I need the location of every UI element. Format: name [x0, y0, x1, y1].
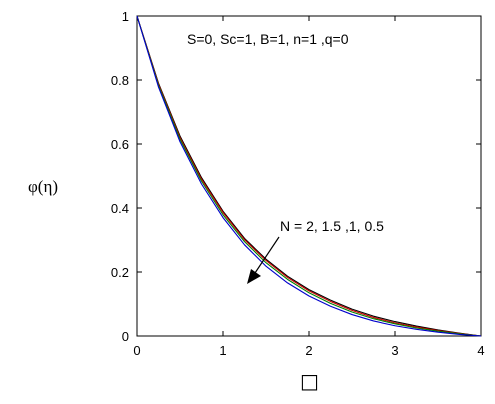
x-tick-label: 2: [305, 343, 312, 358]
y-axis-label: φ(η): [28, 177, 58, 196]
arrow-head: [247, 269, 261, 284]
arrow-annotation: N = 2, 1.5 ,1, 0.5: [280, 218, 384, 234]
y-tick-label: 1: [122, 9, 129, 24]
x-axis-label: □: [300, 369, 319, 393]
x-tick-label: 3: [391, 343, 398, 358]
y-tick-label: 0.2: [111, 265, 129, 280]
series-line-3: [136, 15, 482, 337]
series-lines: [136, 15, 482, 337]
x-tick-label: 1: [219, 343, 226, 358]
x-tick-label: 0: [133, 343, 140, 358]
series-line-2: [136, 15, 482, 337]
params-annotation: S=0, Sc=1, B=1, n=1 ,q=0: [187, 31, 349, 47]
x-tick-label: 4: [477, 343, 484, 358]
tick-labels: 0 1 2 3 4 0 0.2 0.4 0.6 0.8 1: [111, 9, 485, 358]
arrow: [247, 236, 280, 284]
series-line-1: [136, 15, 482, 337]
series-line-0: [136, 15, 482, 337]
y-tick-label: 0.8: [111, 73, 129, 88]
y-tick-label: 0.6: [111, 137, 129, 152]
y-tick-label: 0: [122, 329, 129, 344]
plot-area: [136, 15, 482, 337]
y-tick-label: 0.4: [111, 201, 129, 216]
